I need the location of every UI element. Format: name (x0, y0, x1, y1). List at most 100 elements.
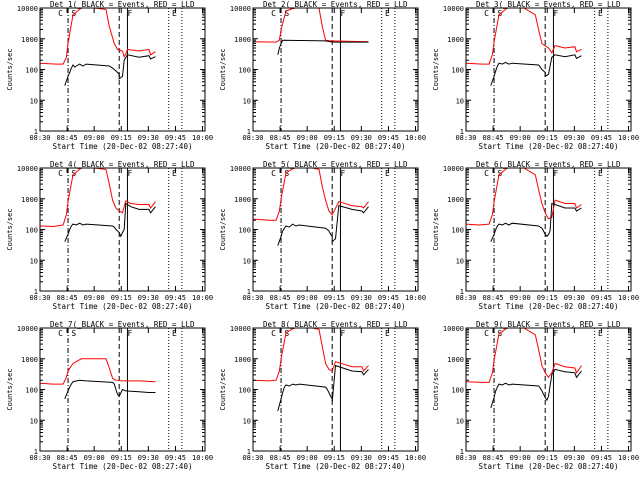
x-tick-label: 09:00 (510, 454, 531, 462)
marker-letter: F (127, 9, 132, 18)
y-axis-label: Counts/sec (219, 208, 227, 250)
y-tick-label: 10 (456, 257, 464, 265)
marker-letter: C (271, 169, 276, 178)
x-tick-label: 09:00 (84, 454, 105, 462)
x-tick-label: 09:30 (138, 134, 159, 142)
plot-frame (465, 327, 632, 452)
marker-letter: F (553, 329, 558, 338)
y-axis-label: Counts/sec (219, 368, 227, 410)
chart-title: Det 3(_BLACK = Events, RED = LLD (476, 0, 621, 9)
marker-letter: C (271, 329, 276, 338)
x-tick-label: 08:45 (57, 134, 78, 142)
x-tick-label: 09:15 (537, 294, 558, 302)
x-tick-label: 08:30 (29, 294, 50, 302)
chart-title: Det 1(_BLACK = Events, RED = LLD (50, 0, 195, 9)
x-tick-label: 09:30 (564, 294, 585, 302)
y-tick-label: 10000 (230, 325, 251, 333)
marker-letter: F (553, 9, 558, 18)
x-tick-label: 08:30 (455, 454, 476, 462)
y-tick-label: 10000 (443, 165, 464, 173)
x-tick-label: 09:00 (84, 294, 105, 302)
marker-letter: S (284, 9, 289, 18)
x-tick-label: 09:45 (378, 134, 399, 142)
series-lld-line (253, 328, 369, 382)
x-tick-label: 09:00 (297, 294, 318, 302)
x-tick-label: 09:15 (111, 134, 132, 142)
x-tick-label: 09:15 (324, 294, 345, 302)
chart-title: Det 7(_BLACK = Events, RED = LLD (50, 320, 195, 329)
y-tick-label: 10000 (443, 5, 464, 13)
marker-letter: E (385, 169, 390, 178)
x-tick-label: 10:00 (405, 454, 426, 462)
marker-letter: S (71, 329, 76, 338)
x-tick-label: 09:45 (378, 294, 399, 302)
x-tick-label: 09:15 (537, 454, 558, 462)
y-tick-label: 1000 (234, 36, 251, 44)
marker-letter: F (340, 329, 345, 338)
marker-letter: C (484, 329, 489, 338)
marker-letter: E (598, 329, 603, 338)
series-events-line (277, 364, 369, 412)
series-lld-line (253, 168, 369, 221)
y-tick-label: 10000 (17, 165, 38, 173)
marker-letter: E (598, 9, 603, 18)
x-axis-label: Start Time (20-Dec-02 08:27:40) (53, 462, 193, 471)
x-tick-label: 09:45 (165, 454, 186, 462)
y-tick-label: 1 (34, 448, 38, 456)
y-tick-label: 1 (460, 448, 464, 456)
x-tick-label: 09:45 (165, 134, 186, 142)
y-tick-label: 100 (25, 227, 38, 235)
x-tick-label: 10:00 (192, 294, 213, 302)
y-axis-label: Counts/sec (219, 48, 227, 90)
y-tick-label: 1 (247, 288, 251, 296)
y-tick-label: 100 (25, 67, 38, 75)
y-tick-label: 10 (243, 257, 251, 265)
series-lld-line (40, 8, 156, 65)
plot-frame (465, 167, 632, 292)
chart-title: Det 2(_BLACK = Events, RED = LLD (263, 0, 408, 9)
x-tick-label: 08:45 (57, 294, 78, 302)
y-tick-label: 100 (238, 227, 251, 235)
y-tick-label: 1 (34, 128, 38, 136)
plot-frame (252, 327, 419, 452)
chart-title: Det 8(_BLACK = Events, RED = LLD (263, 320, 408, 329)
series-events-line (490, 202, 582, 242)
y-tick-label: 1000 (447, 196, 464, 204)
x-tick-label: 08:45 (57, 454, 78, 462)
x-axis-label: Start Time (20-Dec-02 08:27:40) (53, 302, 193, 311)
x-tick-label: 09:30 (138, 294, 159, 302)
x-tick-label: 08:45 (270, 454, 291, 462)
plot-frame (39, 167, 206, 292)
x-tick-label: 08:30 (29, 454, 50, 462)
series-events-line (277, 204, 369, 246)
chart-title: Det 6(_BLACK = Events, RED = LLD (476, 160, 621, 169)
y-tick-label: 100 (451, 227, 464, 235)
x-tick-label: 09:30 (351, 454, 372, 462)
y-axis-label: Counts/sec (432, 48, 440, 90)
marker-letter: E (385, 9, 390, 18)
x-tick-label: 09:15 (324, 134, 345, 142)
series-events-line (64, 379, 156, 399)
y-tick-label: 10 (30, 257, 38, 265)
y-tick-label: 1000 (447, 356, 464, 364)
x-axis-label: Start Time (20-Dec-02 08:27:40) (266, 302, 406, 311)
y-tick-label: 10000 (230, 165, 251, 173)
x-tick-label: 10:00 (192, 134, 213, 142)
y-tick-label: 1000 (234, 196, 251, 204)
y-tick-label: 10000 (17, 325, 38, 333)
x-tick-label: 09:00 (510, 134, 531, 142)
series-lld-line (40, 168, 156, 228)
x-tick-label: 09:15 (111, 294, 132, 302)
y-axis-label: Counts/sec (6, 368, 14, 410)
x-tick-label: 10:00 (618, 134, 639, 142)
y-tick-label: 1 (247, 448, 251, 456)
series-events-line (490, 368, 582, 409)
marker-letter: F (340, 169, 345, 178)
marker-letter: E (172, 9, 177, 18)
chart-title: Det 4(_BLACK = Events, RED = LLD (50, 160, 195, 169)
x-tick-label: 08:45 (270, 294, 291, 302)
